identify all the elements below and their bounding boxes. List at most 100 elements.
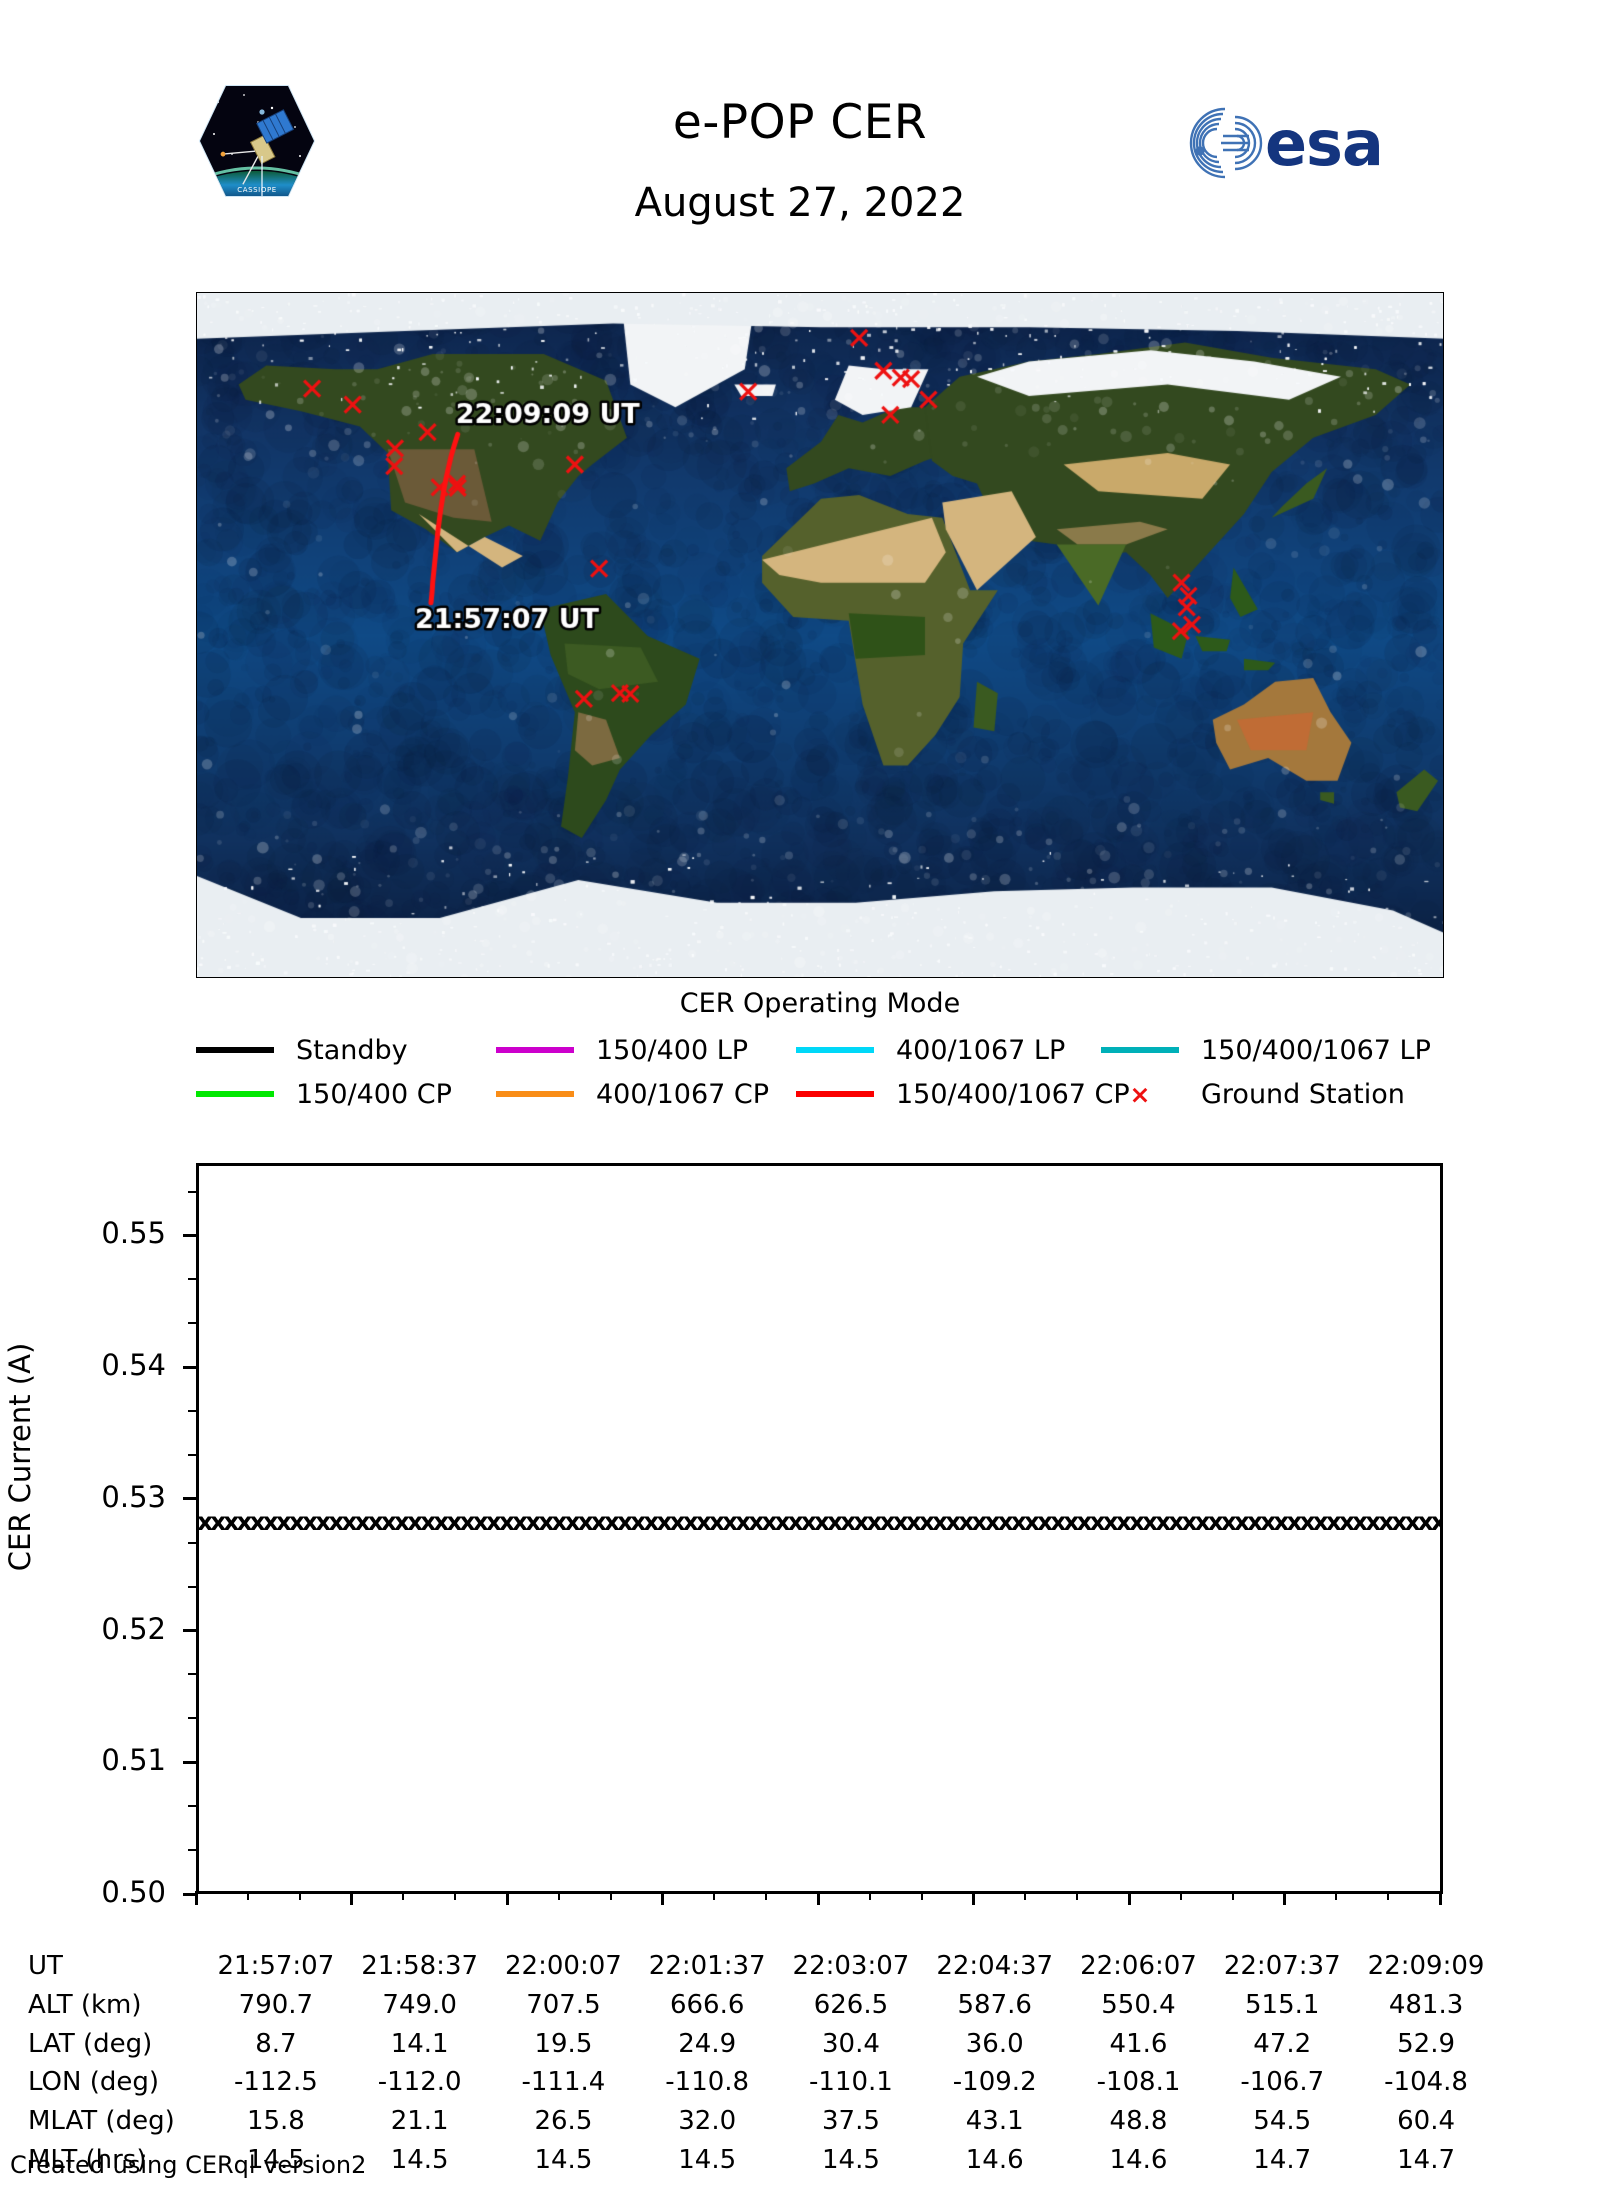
y-axis-tick-minor [188, 1410, 196, 1413]
legend-label: 150/400 CP [296, 1078, 452, 1110]
esa-logo-wordmark: esa [1265, 107, 1383, 180]
legend-label: 150/400/1067 CP [896, 1078, 1130, 1110]
page-date: August 27, 2022 [634, 180, 966, 226]
x-axis-tick-minor [713, 1891, 716, 1900]
table-cell: 37.5 [822, 2106, 880, 2136]
x-axis-tick-minor [609, 1891, 612, 1900]
table-row-label: UT [28, 1951, 63, 1981]
table-cell: -112.0 [377, 2067, 462, 2098]
legend-entry-400-1067-lp: 400/1067 LP [796, 1030, 1101, 1070]
table-cell: -104.8 [1384, 2067, 1468, 2098]
table-row: MLAT (deg) 15.8 21.1 26.5 32.0 37.5 43.1 48.8 54… [28, 2102, 1498, 2141]
table-cell: 43.1 [965, 2106, 1024, 2136]
table-cell: 48.8 [1109, 2106, 1168, 2136]
table-cell: 22:04:37 [936, 1951, 1054, 1981]
footer-credit: Created using CERql version2 [10, 2151, 367, 2179]
legend-swatch [796, 1047, 874, 1053]
table-row-label: LON (deg) [28, 2067, 160, 2098]
map-caption: CER Operating Mode [679, 988, 961, 1019]
plot-frame: xxxxxxxxxxxxxxxxxxxxxxxxxxxxxxxxxxxxxxxx… [196, 1163, 1443, 1894]
y-axis-tick-minor [188, 1717, 196, 1720]
x-axis-tick-major [1127, 1891, 1131, 1905]
table-cell: -108.1 [1096, 2067, 1181, 2098]
x-axis-tick-major [505, 1891, 509, 1905]
legend-label: Ground Station [1201, 1078, 1405, 1110]
table-cell: 54.5 [1253, 2106, 1312, 2136]
table-cell: 749.0 [382, 1989, 457, 2020]
table-cell: 47.2 [1253, 2028, 1312, 2059]
x-axis-tick-minor [246, 1891, 249, 1900]
table-cell: 515.1 [1245, 1989, 1320, 2020]
legend-label: Standby [296, 1034, 408, 1066]
legend-swatch [196, 1047, 274, 1053]
table-cell: 14.5 [246, 2144, 305, 2175]
table-row: ALT (km) 790.7 749.0 707.5 666.6 626.5 587.6 55… [28, 1986, 1498, 2025]
legend-label: 150/400 LP [596, 1034, 749, 1066]
table-cell: 22:06:07 [1080, 1951, 1197, 1981]
legend-swatch [496, 1091, 574, 1097]
table-cell: -112.5 [233, 2067, 318, 2098]
table-cell: 21:57:07 [217, 1951, 335, 1981]
table-cell: 14.6 [965, 2144, 1024, 2175]
x-axis-tick-minor [1231, 1891, 1234, 1900]
table-row: MLT (hrs) 14.5 14.5 14.5 14.5 14.5 14.6 14.6 14.… [28, 2141, 1498, 2180]
table-row: LAT (deg) 8.7 14.1 19.5 24.9 30.4 36.0 41.6 47.2… [28, 2025, 1498, 2064]
table-cell: 60.4 [1397, 2106, 1455, 2136]
y-axis-tick-major [183, 1760, 196, 1764]
plot-data-layer: xxxxxxxxxxxxxxxxxxxxxxxxxxxxxxxxxxxxxxxx… [199, 1166, 1440, 1891]
table-row-label: MLAT (deg) [28, 2106, 175, 2136]
table-cell: 666.6 [669, 1989, 745, 2020]
table-cell: 14.6 [1109, 2144, 1168, 2175]
table-cell: 36.0 [965, 2028, 1024, 2059]
y-axis-tick-minor [188, 1278, 196, 1281]
table-cell: -109.2 [952, 2067, 1037, 2098]
x-axis-tick-minor [1387, 1891, 1390, 1900]
y-axis-tick-major [183, 1629, 196, 1633]
table-cell: 19.5 [534, 2028, 593, 2059]
y-axis-tick-major [183, 1892, 196, 1896]
table-row: UT 21:57:07 21:58:37 22:00:07 22:01:37 22:03:… [28, 1947, 1498, 1986]
table-cell: 30.4 [822, 2028, 880, 2059]
x-axis-tick-minor [1076, 1891, 1079, 1900]
x-axis-tick-minor [868, 1891, 871, 1900]
y-axis-tick-label: 0.55 [101, 1216, 166, 1251]
y-axis-tick-minor [188, 1849, 196, 1852]
table-cell: 22:03:07 [792, 1951, 910, 1981]
ephemeris-table-grid: UT 21:57:07 21:58:37 22:00:07 22:01:37 22:03:… [28, 1947, 1498, 2180]
y-axis-tick-label: 0.53 [101, 1479, 166, 1514]
series-standby-markers: xxxxxxxxxxxxxxxxxxxxxxxxxxxxxxxxxxxxxxxx… [199, 1510, 1440, 1533]
x-axis-tick-major [661, 1891, 664, 1905]
table-cell: 22:00:07 [505, 1951, 622, 1981]
legend-entry-ground-station: × Ground Station [1101, 1074, 1431, 1114]
legend-swatch [796, 1091, 874, 1097]
x-axis-tick-minor [1179, 1891, 1182, 1900]
y-axis-tick-minor [188, 1322, 196, 1325]
table-cell: 707.5 [526, 1989, 601, 2020]
x-axis-tick-major [350, 1891, 353, 1905]
table-cell: 21:58:37 [361, 1951, 479, 1981]
legend-row-1: Standby 150/400 LP 400/1067 LP 150/400/1067… [196, 1030, 1456, 1070]
table-cell: 626.5 [813, 1989, 889, 2020]
table-cell: 14.7 [1397, 2144, 1455, 2175]
y-axis-tick-minor [188, 1673, 196, 1676]
x-axis-tick-minor [402, 1891, 405, 1900]
world-map-canvas [197, 293, 1443, 977]
legend-label: 150/400/1067 LP [1201, 1034, 1431, 1066]
legend-swatch [496, 1047, 574, 1053]
x-axis-tick-minor [1024, 1891, 1027, 1900]
table-cell: 550.4 [1101, 1989, 1176, 2020]
ephemeris-table: UT 21:57:07 21:58:37 22:00:07 22:01:37 22:03:… [28, 1947, 1498, 2180]
x-axis-tick-major [972, 1891, 975, 1905]
table-cell: 14.5 [678, 2144, 737, 2175]
y-axis-label: CER Current (A) [3, 1342, 37, 1572]
x-axis-tick-minor [557, 1891, 560, 1900]
cassiope-satellite-logo: CASSIOPE [196, 82, 318, 200]
legend-entry-150-400-1067-lp: 150/400/1067 LP [1101, 1030, 1431, 1070]
table-cell: 14.5 [822, 2144, 880, 2175]
table-row-label: MLT (hrs) [28, 2144, 147, 2175]
legend-swatch [1101, 1047, 1179, 1053]
y-axis-tick-minor [188, 1585, 196, 1588]
table-cell: -110.1 [809, 2067, 893, 2098]
legend-entry-150-400-1067-cp: 150/400/1067 CP [796, 1074, 1130, 1114]
